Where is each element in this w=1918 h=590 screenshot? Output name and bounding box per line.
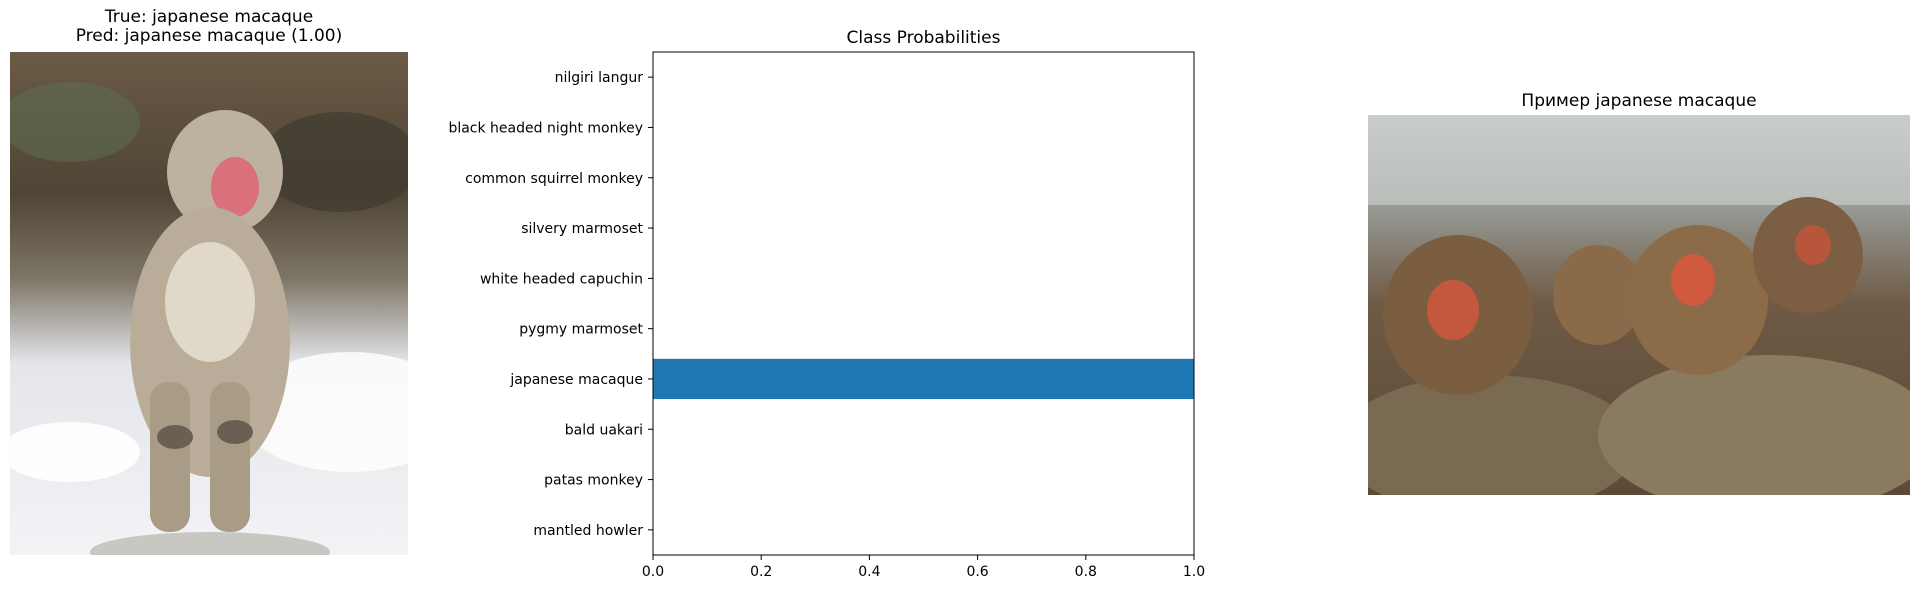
y-tick-label: nilgiri langur: [555, 70, 644, 86]
example-image-title: Пример japanese macaque: [1521, 91, 1757, 111]
y-tick-label: japanese macaque: [509, 372, 643, 388]
y-tick-label: silvery marmoset: [521, 221, 643, 237]
x-tick-label: 0.2: [750, 564, 772, 580]
example-macaques-photo: [1368, 115, 1910, 495]
y-tick-label: white headed capuchin: [480, 271, 643, 287]
true-label: True: japanese macaque: [104, 7, 314, 27]
x-tick-label: 0.0: [642, 564, 664, 580]
x-tick-label: 0.8: [1075, 564, 1097, 580]
bar-japanese-macaque: [653, 358, 1194, 400]
y-tick-label: bald uakari: [565, 422, 643, 438]
pred-label: Pred: japanese macaque (1.00): [75, 26, 343, 46]
chart-title: Class Probabilities: [847, 28, 1001, 48]
plot-frame: [652, 51, 1195, 556]
y-tick-label: patas monkey: [544, 473, 643, 489]
y-tick-label: common squirrel monkey: [465, 171, 643, 187]
y-tick-label: pygmy marmoset: [519, 322, 643, 338]
left-image-title: True: japanese macaque Pred: japanese ma…: [10, 8, 408, 46]
y-ticks: nilgiri langur black headed night monkey c…: [448, 70, 653, 539]
macaques-hot-spring-illustration: [1368, 115, 1910, 495]
input-monkey-photo: [10, 52, 408, 555]
macaque-standing-illustration: [10, 82, 408, 555]
y-tick-label: black headed night monkey: [448, 120, 643, 136]
x-ticks: 0.0 0.2 0.4 0.6 0.8 1.0: [642, 555, 1205, 580]
bars-group: [653, 358, 1194, 400]
x-tick-label: 0.4: [858, 564, 880, 580]
x-tick-label: 0.6: [966, 564, 988, 580]
x-tick-label: 1.0: [1183, 564, 1205, 580]
y-tick-label: mantled howler: [533, 523, 643, 539]
